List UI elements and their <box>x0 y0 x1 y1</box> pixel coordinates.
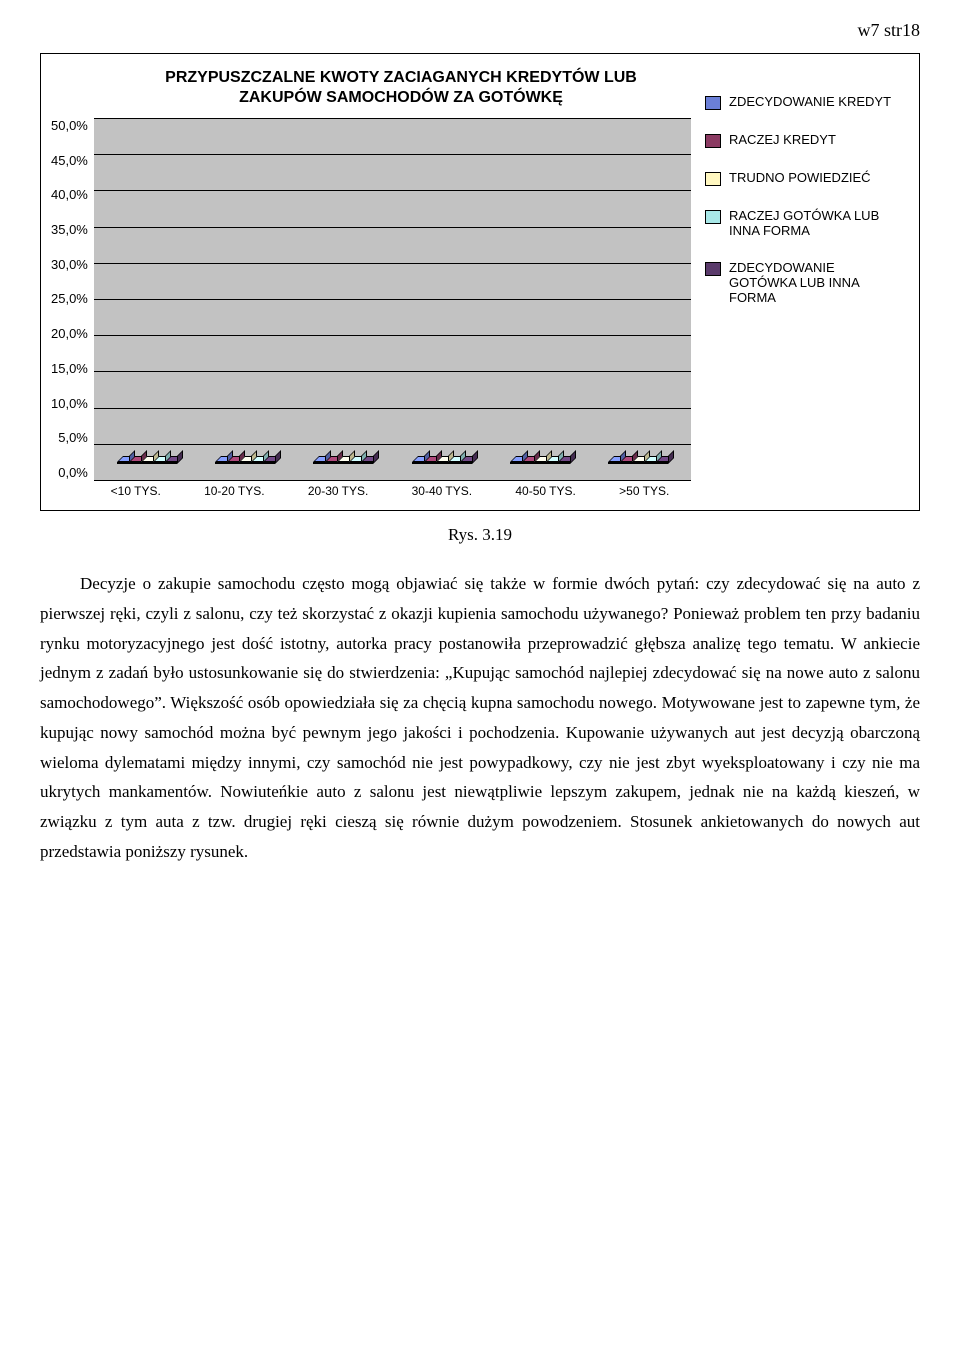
bar <box>239 462 251 464</box>
x-tick-label: 40-50 TYS. <box>515 484 575 504</box>
legend-swatch <box>705 172 721 186</box>
x-tick-label: 20-30 TYS. <box>308 484 368 504</box>
bar <box>460 462 472 464</box>
legend: ZDECYDOWANIE KREDYT RACZEJ KREDYT TRUDNO P… <box>691 64 909 504</box>
y-axis: 50,0% 45,0% 40,0% 35,0% 30,0% 25,0% 20,0% 15,0%… <box>51 118 94 480</box>
y-tick-label: 45,0% <box>51 153 88 168</box>
x-tick-label: 30-40 TYS. <box>412 484 472 504</box>
bar <box>546 462 558 464</box>
bars-layer <box>94 118 691 464</box>
bar-group <box>608 462 668 464</box>
chart-title: PRZYPUSZCZALNE KWOTY ZACIAGANYCH KREDYTÓ… <box>141 68 661 108</box>
y-tick-label: 5,0% <box>58 430 88 445</box>
bar <box>251 462 263 464</box>
chart-area: PRZYPUSZCZALNE KWOTY ZACIAGANYCH KREDYTÓ… <box>51 64 691 504</box>
y-tick-label: 35,0% <box>51 222 88 237</box>
legend-swatch <box>705 262 721 276</box>
legend-label: ZDECYDOWANIE KREDYT <box>729 94 891 109</box>
paragraph-text: Decyzje o zakupie samochodu często mogą … <box>40 569 920 867</box>
legend-swatch <box>705 134 721 148</box>
bar <box>632 462 644 464</box>
y-tick-label: 50,0% <box>51 118 88 133</box>
bar <box>558 462 570 464</box>
bar <box>620 462 632 464</box>
y-tick-label: 40,0% <box>51 187 88 202</box>
legend-item: TRUDNO POWIEDZIEĆ <box>705 170 905 186</box>
bar <box>644 462 656 464</box>
x-tick-label: 10-20 TYS. <box>204 484 264 504</box>
x-tick-label: >50 TYS. <box>619 484 669 504</box>
bar-group <box>313 462 373 464</box>
legend-label: ZDECYDOWANIE GOTÓWKA LUB INNA FORMA <box>729 260 905 305</box>
page-marker: w7 str18 <box>40 20 920 41</box>
y-tick-label: 20,0% <box>51 326 88 341</box>
body-paragraph: Decyzje o zakupie samochodu często mogą … <box>40 569 920 867</box>
y-tick-label: 15,0% <box>51 361 88 376</box>
plot-frame: 50,0% 45,0% 40,0% 35,0% 30,0% 25,0% 20,0% 15,0%… <box>51 118 691 480</box>
legend-label: RACZEJ GOTÓWKA LUB INNA FORMA <box>729 208 905 238</box>
x-tick-label: <10 TYS. <box>111 484 161 504</box>
bar <box>424 462 436 464</box>
bar <box>361 462 373 464</box>
bar <box>436 462 448 464</box>
chart-container: PRZYPUSZCZALNE KWOTY ZACIAGANYCH KREDYTÓ… <box>40 53 920 511</box>
plot-region <box>94 118 691 480</box>
bar <box>412 462 424 464</box>
legend-label: RACZEJ KREDYT <box>729 132 836 147</box>
y-tick-label: 0,0% <box>58 465 88 480</box>
bar-group <box>412 462 472 464</box>
bar <box>313 462 325 464</box>
bar-group <box>510 462 570 464</box>
bar <box>337 462 349 464</box>
legend-label: TRUDNO POWIEDZIEĆ <box>729 170 871 185</box>
y-tick-label: 30,0% <box>51 257 88 272</box>
bar <box>165 462 177 464</box>
legend-item: RACZEJ KREDYT <box>705 132 905 148</box>
y-tick-label: 10,0% <box>51 396 88 411</box>
bar <box>510 462 522 464</box>
bar <box>141 462 153 464</box>
bar <box>227 462 239 464</box>
bar <box>129 462 141 464</box>
bar <box>522 462 534 464</box>
legend-item: ZDECYDOWANIE GOTÓWKA LUB INNA FORMA <box>705 260 905 305</box>
bar <box>153 462 165 464</box>
bar-group <box>215 462 275 464</box>
bar-group <box>117 462 177 464</box>
figure-caption: Rys. 3.19 <box>40 525 920 545</box>
bar <box>448 462 460 464</box>
legend-swatch <box>705 96 721 110</box>
x-axis: <10 TYS. 10-20 TYS. 20-30 TYS. 30-40 TYS. 40… <box>89 480 691 504</box>
legend-swatch <box>705 210 721 224</box>
bar <box>656 462 668 464</box>
y-tick-label: 25,0% <box>51 291 88 306</box>
bar <box>325 462 337 464</box>
legend-item: ZDECYDOWANIE KREDYT <box>705 94 905 110</box>
bar <box>349 462 361 464</box>
legend-item: RACZEJ GOTÓWKA LUB INNA FORMA <box>705 208 905 238</box>
bar <box>263 462 275 464</box>
bar <box>608 462 620 464</box>
bar <box>117 462 129 464</box>
bar <box>534 462 546 464</box>
bar <box>215 462 227 464</box>
